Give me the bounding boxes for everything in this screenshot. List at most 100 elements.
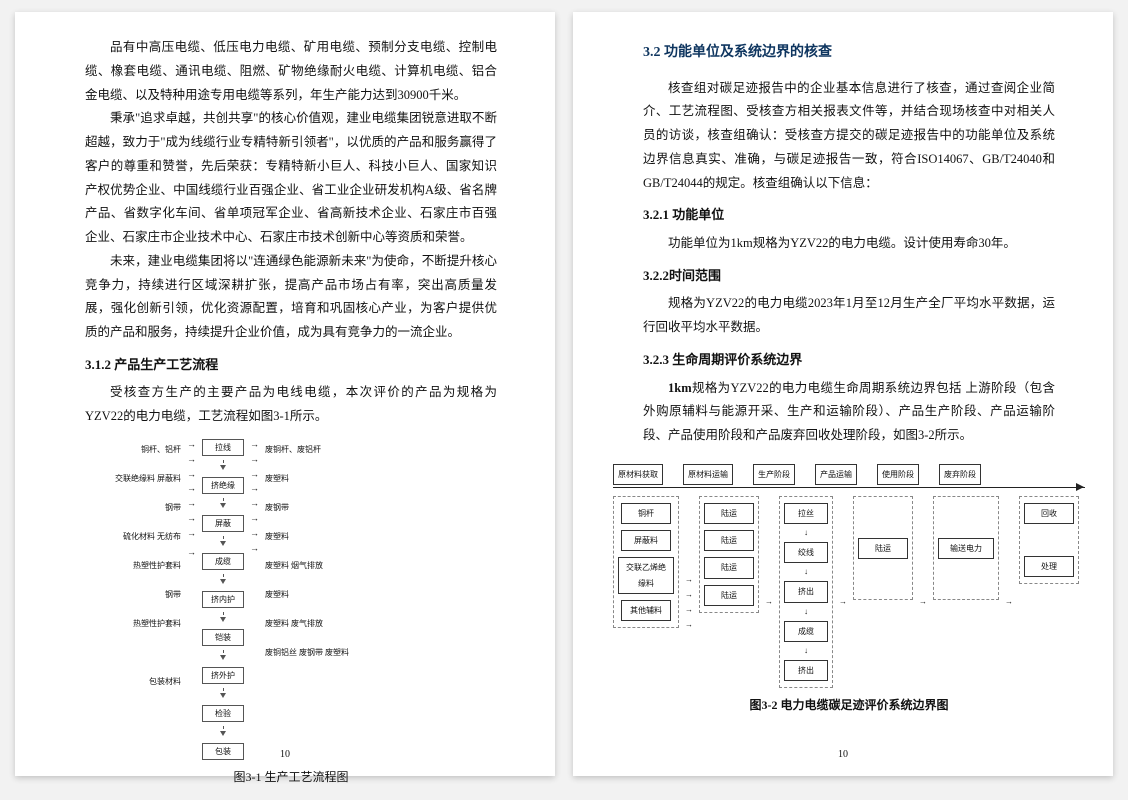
arrow-right-icon: → xyxy=(187,498,196,509)
sys-box: 交联乙烯绝缘料 xyxy=(618,557,674,593)
arrow-right-icon: → xyxy=(250,483,259,494)
flow-input: 热塑性护套料 xyxy=(133,615,181,633)
arrow-right-icon: → xyxy=(839,574,847,609)
flow-connector xyxy=(223,726,224,729)
arrow-right-icon: → xyxy=(250,543,259,554)
flow-connector xyxy=(223,612,224,615)
flowchart-arrows-out: → → → → → → → → xyxy=(250,439,259,760)
arrow-right-icon: → xyxy=(187,454,196,465)
arrow-down-icon xyxy=(220,731,226,739)
arrow-down-icon: ↓ xyxy=(804,609,808,615)
phase-head: 生产阶段 xyxy=(753,464,795,485)
sys-box: 拉丝 xyxy=(784,503,828,524)
flow-connector xyxy=(223,460,224,463)
heading-3-2-1: 3.2.1 功能单位 xyxy=(643,203,1055,228)
flow-output: 废塑料 xyxy=(265,470,289,488)
arrow-right-icon: → xyxy=(250,469,259,480)
arrow-right-icon: → xyxy=(765,574,773,609)
arrow-right-icon: → xyxy=(250,513,259,524)
flow-input: 热塑性护套料 xyxy=(133,557,181,575)
page-number: 10 xyxy=(573,745,1113,764)
sys-col-disposal: 回收 处理 xyxy=(1019,496,1079,584)
sys-box: 挤出 xyxy=(784,581,828,602)
sys-box: 陆运 xyxy=(858,538,908,559)
flow-input: 钢带 xyxy=(165,499,181,517)
sys-box: 回收 xyxy=(1024,503,1074,524)
arrow-right-icon: → xyxy=(250,454,259,465)
sys-col-transport2: 陆运 xyxy=(853,496,913,600)
heading-3-1-2: 3.1.2 产品生产工艺流程 xyxy=(85,353,497,378)
arrow-right-icon: → xyxy=(187,528,196,539)
arrow-down-icon: ↓ xyxy=(804,648,808,654)
flow-connector xyxy=(223,498,224,501)
flow-connector xyxy=(223,574,224,577)
phase-head: 产品运输 xyxy=(815,464,857,485)
flow-output: 废塑料 xyxy=(265,528,289,546)
figure-3-1-flowchart: 铜杆、铝杆 交联绝缘料 屏蔽料 钢带 硫化材料 无纺布 热塑性护套料 钢带 热塑… xyxy=(115,439,497,760)
arrow-right-icon: → xyxy=(250,528,259,539)
flow-input: 钢带 xyxy=(165,586,181,604)
phase-head: 使用阶段 xyxy=(877,464,919,485)
flow-step-box: 挤外护 xyxy=(202,667,244,684)
sys-col-materials: 铜杆 屏蔽料 交联乙烯绝缘料 其他辅料 xyxy=(613,496,679,628)
arrow-down-icon xyxy=(220,655,226,663)
flow-input: 包装材料 xyxy=(149,673,181,691)
flowchart-arrows-in: → → → → → → → → xyxy=(187,439,196,760)
sys-box: 处理 xyxy=(1024,556,1074,577)
arrow-right-icon: →→→→ xyxy=(685,552,693,633)
sys-box: 输送电力 xyxy=(938,538,994,559)
sys-col-use: 输送电力 xyxy=(933,496,999,600)
paragraph: 1km规格为YZV22的电力电缆生命周期系统边界包括 上游阶段（包含外购原辅料与… xyxy=(643,377,1055,448)
flow-output: 废塑料 废气排放 xyxy=(265,615,323,633)
flow-output: 废铜铝丝 废钢带 废塑料 xyxy=(265,644,349,662)
flow-output: 废钢带 xyxy=(265,499,289,517)
heading-3-2: 3.2 功能单位及系统边界的核查 xyxy=(643,40,1055,67)
arrow-right-icon: → xyxy=(250,498,259,509)
arrow-down-icon xyxy=(220,541,226,549)
sys-box: 陆运 xyxy=(704,557,754,578)
sys-box: 铜杆 xyxy=(621,503,671,524)
sys-box: 陆运 xyxy=(704,530,754,551)
bold-text: 1km xyxy=(668,381,692,395)
paragraph: 品有中高压电缆、低压电力电缆、矿用电缆、预制分支电缆、控制电缆、橡套电缆、通讯电… xyxy=(85,36,497,107)
flow-step-box: 屏蔽 xyxy=(202,515,244,532)
flow-step-box: 挤内护 xyxy=(202,591,244,608)
flowchart-inputs-column: 铜杆、铝杆 交联绝缘料 屏蔽料 钢带 硫化材料 无纺布 热塑性护套料 钢带 热塑… xyxy=(115,439,181,760)
flow-step-box: 拉线 xyxy=(202,439,244,456)
heading-3-2-2: 3.2.2时间范围 xyxy=(643,264,1055,289)
sys-box: 成缆 xyxy=(784,621,828,642)
arrow-right-icon: → xyxy=(1005,574,1013,609)
phase-head: 原材料获取 xyxy=(613,464,663,485)
flow-step-box: 成缆 xyxy=(202,553,244,570)
flow-step-box: 铠装 xyxy=(202,629,244,646)
system-body: 铜杆 屏蔽料 交联乙烯绝缘料 其他辅料 →→→→ 陆运 陆运 陆运 陆运 → 拉… xyxy=(613,496,1085,688)
page-right: 3.2 功能单位及系统边界的核查 核查组对碳足迹报告中的企业基本信息进行了核查，… xyxy=(573,12,1113,776)
arrow-down-icon xyxy=(220,617,226,625)
heading-3-2-3: 3.2.3 生命周期评价系统边界 xyxy=(643,348,1055,373)
sys-box: 其他辅料 xyxy=(621,600,671,621)
arrow-down-icon xyxy=(220,465,226,473)
paragraph: 未来，建业电缆集团将以"连通绿色能源新未来"为使命，不断提升核心竞争力，持续进行… xyxy=(85,250,497,345)
figure-3-2-system-boundary: 原材料获取 原材料运输 生产阶段 产品运输 使用阶段 废弃阶段 铜杆 屏蔽料 交… xyxy=(613,464,1085,688)
flow-step-box: 检验 xyxy=(202,705,244,722)
sys-box: 挤出 xyxy=(784,660,828,681)
flow-input: 硫化材料 无纺布 xyxy=(123,528,181,546)
phase-head: 原材料运输 xyxy=(683,464,733,485)
arrow-right-icon: → xyxy=(187,469,196,480)
sys-col-transport1: 陆运 陆运 陆运 陆运 xyxy=(699,496,759,613)
flow-output: 废塑料 烟气排放 xyxy=(265,557,323,575)
page-number: 10 xyxy=(15,745,555,764)
flow-step-box: 挤绝缘 xyxy=(202,477,244,494)
arrow-right-icon: → xyxy=(187,439,196,450)
paragraph: 受核查方生产的主要产品为电线电缆，本次评价的产品为规格为YZV22的电力电缆，工… xyxy=(85,381,497,429)
sys-box: 屏蔽料 xyxy=(621,530,671,551)
paragraph: 功能单位为1km规格为YZV22的电力电缆。设计使用寿命30年。 xyxy=(643,232,1055,256)
flowchart-steps-column: 拉线挤绝缘屏蔽成缆挤内护铠装挤外护检验包装 xyxy=(202,439,244,760)
flow-output: 废铜杆、废铝杆 xyxy=(265,441,321,459)
page-spread: 品有中高压电缆、低压电力电缆、矿用电缆、预制分支电缆、控制电缆、橡套电缆、通讯电… xyxy=(0,0,1128,800)
paragraph: 规格为YZV22的电力电缆2023年1月至12月生产全厂平均水平数据，运行回收平… xyxy=(643,292,1055,340)
arrow-right-icon: → xyxy=(919,574,927,609)
flow-connector xyxy=(223,650,224,653)
arrow-down-icon xyxy=(220,579,226,587)
arrow-right-icon: → xyxy=(250,439,259,450)
